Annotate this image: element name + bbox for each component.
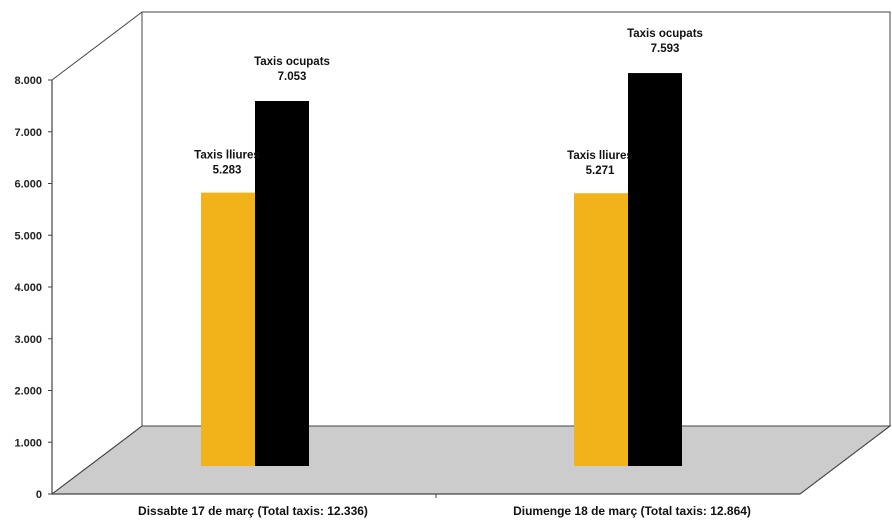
chart-frame — [50, 11, 892, 495]
series-label: Taxis ocupats — [254, 56, 330, 68]
y-tick-label: 7.000 — [14, 127, 42, 139]
y-axis: 0 1.000 2.000 3.000 4.000 5.000 6.000 7.000 8.00… — [14, 75, 53, 501]
y-tick-label: 0 — [36, 489, 42, 501]
back-wall — [141, 11, 891, 427]
side-wall-top-edge — [51, 11, 143, 81]
bar-taxis-ocupats — [255, 101, 309, 466]
y-tick-label: 2.000 — [14, 386, 42, 398]
x-axis: Dissabte 17 de març (Total taxis: 12.336… — [52, 493, 800, 518]
data-labels: Taxis lliures 5.283 Taxis ocupats 7.053 Taxi… — [194, 28, 703, 177]
y-tick-label: 4.000 — [14, 282, 42, 294]
series-label: Taxis lliures — [567, 150, 633, 162]
x-category-label: Diumenge 18 de març (Total taxis: 12.864… — [513, 504, 751, 518]
value-label: 5.283 — [213, 165, 242, 177]
side-wall-bottom-edge — [51, 425, 143, 495]
value-label: 5.271 — [586, 165, 615, 177]
series-label: Taxis ocupats — [627, 28, 703, 40]
bar-taxis-lliures — [574, 193, 628, 466]
floor-right-edge — [799, 425, 891, 495]
floor — [50, 425, 892, 495]
value-label: 7.053 — [278, 71, 307, 83]
y-tick-label: 1.000 — [14, 437, 42, 449]
y-tick-label: 3.000 — [14, 334, 42, 346]
value-label: 7.593 — [651, 43, 680, 55]
y-tick-label: 5.000 — [14, 230, 42, 242]
bars — [201, 73, 682, 467]
y-tick-label: 8.000 — [14, 75, 42, 87]
bar-taxis-ocupats — [628, 73, 682, 466]
x-category-label: Dissabte 17 de març (Total taxis: 12.336… — [138, 504, 368, 518]
y-tick-label: 6.000 — [14, 179, 42, 191]
bar-taxis-lliures — [201, 192, 255, 467]
series-label: Taxis lliures — [194, 150, 260, 162]
